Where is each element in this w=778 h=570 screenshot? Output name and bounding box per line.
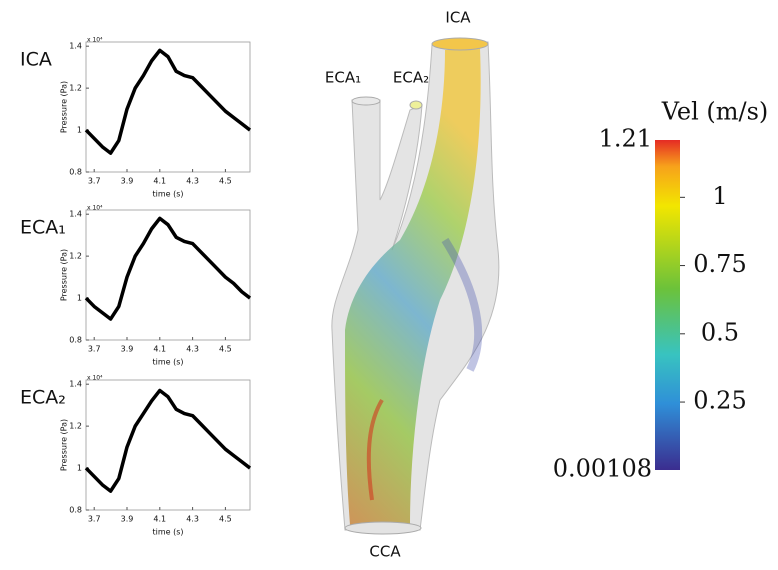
x-tick-label: 4.1 [153, 177, 166, 186]
x-tick-label: 4.5 [219, 345, 232, 354]
x-tick-label: 4.1 [153, 345, 166, 354]
y-tick-label: 1.4 [69, 210, 82, 219]
y-tick-label: 1.2 [69, 84, 82, 93]
multiplier: x 10⁴ [87, 205, 103, 212]
x-axis-label: time (s) [152, 190, 183, 199]
pressure-line [84, 48, 252, 155]
y-axis-label: Pressure (Pa) [60, 249, 69, 301]
model-label: CCA [369, 543, 401, 561]
y-tick-label: 1.4 [69, 42, 82, 51]
colorbar-title: Vel (m/s) [661, 98, 769, 126]
x-tick-label: 4.1 [153, 515, 166, 524]
colorbar [655, 140, 680, 470]
pressure-line [84, 216, 252, 321]
y-axis-label: Pressure (Pa) [60, 81, 69, 133]
multiplier: x 10⁴ [87, 37, 103, 44]
x-axis-label: time (s) [152, 528, 183, 537]
x-tick-label: 3.9 [121, 177, 134, 186]
colorbar-tick-label: 1 [712, 182, 727, 210]
multiplier: x 10⁴ [87, 375, 103, 382]
model-label: ECA₁ [325, 69, 361, 87]
panel-label: ICA [20, 49, 52, 71]
model-label: ICA [445, 9, 471, 27]
panel-label: ECA₂ [20, 387, 66, 409]
x-tick-label: 4.5 [219, 177, 232, 186]
y-tick-label: 0.8 [69, 336, 82, 345]
colorbar-tick-label: 0.75 [693, 250, 746, 278]
x-tick-label: 3.9 [121, 515, 134, 524]
colorbar-tick-label: 0.25 [693, 387, 746, 415]
y-tick-label: 1.2 [69, 252, 82, 261]
pressure-line [84, 388, 252, 493]
x-tick-label: 4.3 [186, 345, 199, 354]
x-tick-label: 4.5 [219, 515, 232, 524]
vessel-model [331, 37, 500, 535]
colorbar-limit: 0.00108 [553, 455, 652, 483]
y-tick-label: 0.8 [69, 168, 82, 177]
x-tick-label: 3.7 [88, 177, 101, 186]
x-tick-label: 4.3 [186, 515, 199, 524]
y-tick-label: 1 [77, 126, 82, 135]
plot-frame [85, 379, 251, 511]
y-tick-label: 1 [77, 294, 82, 303]
x-tick-label: 4.3 [186, 177, 199, 186]
plot-frame [85, 41, 251, 173]
x-axis-label: time (s) [152, 358, 183, 367]
plot-frame [85, 209, 251, 341]
x-tick-label: 3.9 [121, 345, 134, 354]
colorbar-tick-label: 0.5 [701, 318, 739, 346]
y-tick-label: 1.4 [69, 380, 82, 389]
y-tick-label: 1 [77, 464, 82, 473]
y-tick-label: 0.8 [69, 506, 82, 515]
colorbar-limit: 1.21 [599, 125, 652, 153]
panel-label: ECA₁ [20, 217, 66, 239]
x-tick-label: 3.7 [88, 345, 101, 354]
y-tick-label: 1.2 [69, 422, 82, 431]
y-axis-label: Pressure (Pa) [60, 419, 69, 471]
x-tick-label: 3.7 [88, 515, 101, 524]
model-label: ECA₂ [393, 69, 429, 87]
